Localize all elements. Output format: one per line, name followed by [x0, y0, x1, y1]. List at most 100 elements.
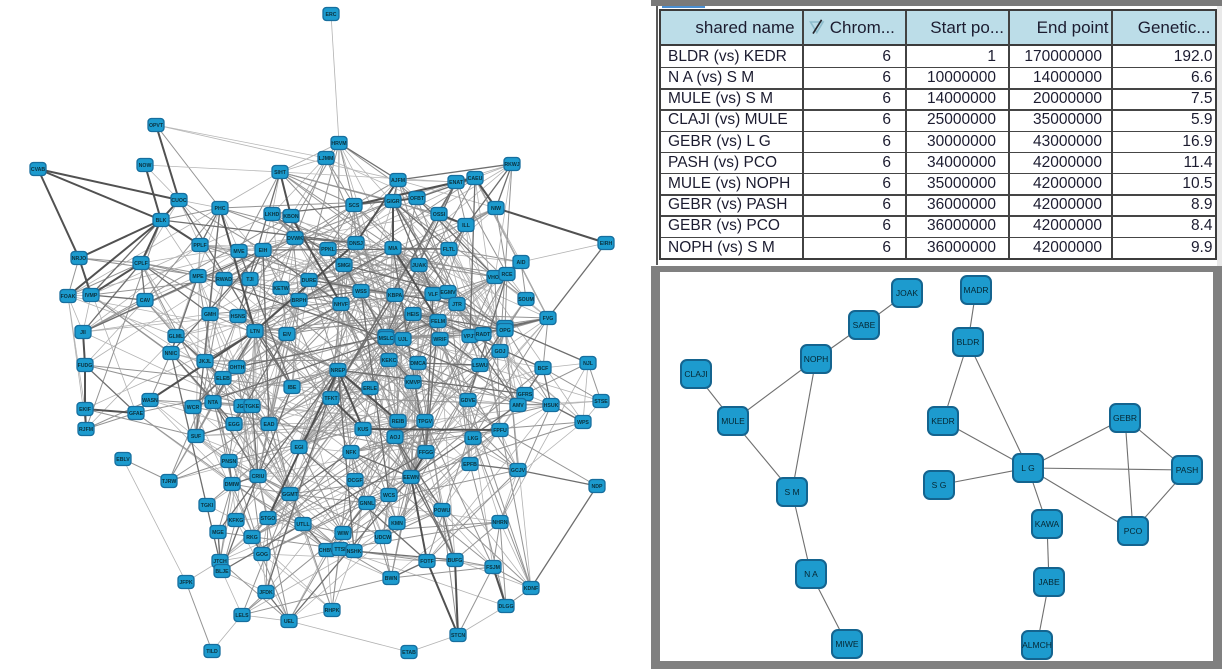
svg-text:FLTL: FLTL	[443, 247, 456, 253]
svg-text:PPLF: PPLF	[193, 243, 206, 249]
svg-text:TPGV: TPGV	[418, 419, 433, 425]
svg-text:KEKC: KEKC	[382, 358, 397, 364]
svg-text:ERC: ERC	[326, 12, 337, 18]
svg-text:FOTF: FOTF	[420, 559, 434, 565]
svg-text:PASH: PASH	[1176, 465, 1199, 475]
svg-text:L G: L G	[1021, 463, 1034, 473]
svg-text:NTA: NTA	[208, 400, 219, 406]
svg-text:NHVF: NHVF	[334, 302, 348, 308]
svg-text:MULE: MULE	[721, 416, 745, 426]
svg-text:CAEU: CAEU	[468, 176, 483, 182]
svg-text:NFK: NFK	[346, 450, 357, 456]
svg-text:MIA: MIA	[388, 246, 398, 252]
svg-text:JTR: JTR	[452, 302, 462, 308]
svg-text:IBE: IBE	[288, 385, 297, 391]
svg-text:LJMM: LJMM	[319, 156, 334, 162]
svg-text:NSHK: NSHK	[347, 549, 362, 555]
svg-text:DVWK: DVWK	[287, 236, 303, 242]
svg-text:KAWA: KAWA	[1035, 519, 1060, 529]
svg-text:NDP: NDP	[592, 484, 603, 490]
svg-text:NRJO: NRJO	[72, 256, 86, 262]
svg-text:ILL: ILL	[462, 223, 471, 229]
svg-text:GDVE: GDVE	[461, 398, 476, 404]
svg-text:WIW: WIW	[337, 531, 348, 537]
svg-text:PPKL: PPKL	[321, 247, 336, 253]
svg-text:KBPA: KBPA	[388, 293, 403, 299]
svg-text:S G: S G	[932, 480, 947, 490]
svg-text:AMV: AMV	[512, 403, 524, 409]
svg-text:RKWJ: RKWJ	[504, 162, 519, 168]
svg-text:GEBR: GEBR	[1113, 413, 1137, 423]
svg-text:S M: S M	[784, 487, 799, 497]
svg-text:GOG: GOG	[256, 552, 268, 558]
svg-text:TGKE: TGKE	[245, 404, 260, 410]
svg-text:RADT: RADT	[476, 332, 491, 338]
svg-text:PHC: PHC	[215, 206, 226, 212]
svg-text:NHRN: NHRN	[493, 520, 508, 526]
svg-text:EIH: EIH	[259, 248, 268, 254]
svg-text:JFPK: JFPK	[179, 580, 193, 586]
svg-text:IVMP: IVMP	[85, 293, 98, 299]
svg-text:OFBT: OFBT	[410, 196, 425, 202]
svg-text:KFKG: KFKG	[229, 518, 244, 524]
svg-text:NOW: NOW	[139, 163, 152, 169]
svg-text:NIW: NIW	[491, 206, 501, 212]
svg-text:DLGG: DLGG	[499, 604, 514, 610]
svg-text:N A: N A	[804, 569, 818, 579]
svg-text:ENAT: ENAT	[449, 180, 464, 186]
svg-text:MADR: MADR	[963, 285, 988, 295]
svg-text:VLF: VLF	[428, 292, 438, 298]
svg-text:JGB: JGB	[237, 404, 248, 410]
svg-text:EAD: EAD	[264, 422, 275, 428]
svg-text:DMIW: DMIW	[225, 482, 240, 488]
svg-text:TGKI: TGKI	[201, 503, 214, 509]
svg-text:SUF: SUF	[191, 434, 201, 440]
svg-text:BLK: BLK	[156, 218, 167, 224]
svg-text:DNSJ: DNSJ	[349, 241, 363, 247]
svg-text:UJL: UJL	[398, 337, 409, 343]
svg-text:STGO: STGO	[261, 516, 276, 522]
svg-text:EPFB: EPFB	[463, 462, 477, 468]
svg-text:JABE: JABE	[1038, 577, 1060, 587]
svg-text:EBLV: EBLV	[116, 457, 130, 463]
svg-text:UDCW: UDCW	[375, 535, 391, 541]
svg-text:JKJL: JKJL	[199, 359, 213, 365]
svg-text:EEWN: EEWN	[403, 475, 419, 481]
svg-text:EIRH: EIRH	[600, 241, 613, 247]
svg-text:MSLC: MSLC	[379, 336, 394, 342]
svg-text:WCR: WCR	[187, 405, 200, 411]
svg-text:JII: JII	[80, 330, 86, 336]
svg-text:HRVM: HRVM	[331, 141, 346, 147]
svg-text:EGG: EGG	[228, 422, 240, 428]
svg-text:WSS: WSS	[355, 289, 367, 295]
svg-text:WRIF: WRIF	[433, 337, 446, 343]
svg-text:TJI: TJI	[246, 277, 254, 283]
svg-text:GFAE: GFAE	[129, 411, 144, 417]
svg-text:OCGF: OCGF	[348, 478, 363, 484]
svg-text:WPS: WPS	[577, 420, 589, 426]
svg-text:NREP: NREP	[331, 368, 346, 374]
svg-text:EGMV: EGMV	[440, 290, 456, 296]
svg-text:PNSN: PNSN	[222, 459, 237, 465]
svg-text:GOJ: GOJ	[495, 349, 506, 355]
svg-text:BCF: BCF	[538, 366, 549, 372]
svg-text:CVAB: CVAB	[31, 167, 46, 173]
svg-text:AJFM: AJFM	[391, 178, 405, 184]
svg-text:KEDR: KEDR	[931, 416, 955, 426]
svg-text:FFGG: FFGG	[419, 450, 433, 456]
svg-text:KDNF: KDNF	[524, 586, 538, 592]
svg-text:KETW: KETW	[273, 286, 288, 292]
svg-text:SCS: SCS	[349, 203, 360, 209]
svg-text:AID: AID	[517, 260, 526, 266]
svg-text:NNIC: NNIC	[165, 351, 178, 357]
svg-text:KUS: KUS	[358, 427, 369, 433]
svg-text:DURE: DURE	[302, 278, 317, 284]
svg-text:FOAK: FOAK	[61, 294, 76, 300]
svg-text:POWU: POWU	[434, 508, 450, 514]
svg-text:MIWE: MIWE	[835, 639, 858, 649]
svg-text:TFKT: TFKT	[324, 396, 338, 402]
svg-text:RHPK: RHPK	[325, 608, 340, 614]
svg-text:EGI: EGI	[295, 445, 304, 451]
svg-text:CRIU: CRIU	[252, 474, 265, 480]
svg-text:FVG: FVG	[543, 316, 554, 322]
